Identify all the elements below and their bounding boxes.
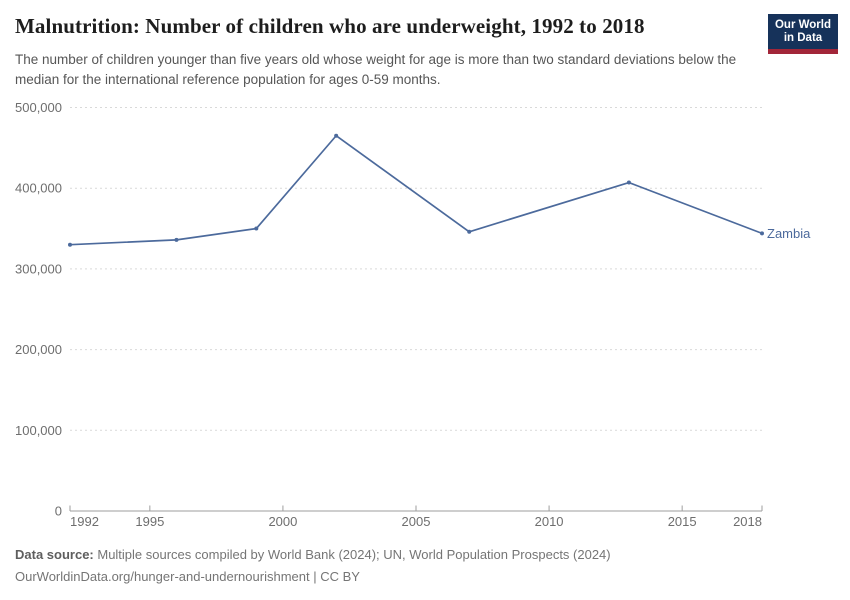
- chart-subtitle: The number of children younger than five…: [15, 52, 737, 87]
- data-source-label: Data source:: [15, 547, 94, 562]
- x-tick-label: 2000: [268, 514, 297, 529]
- data-source-text: Multiple sources compiled by World Bank …: [93, 547, 611, 562]
- data-point: [68, 242, 72, 247]
- x-tick-label: 2005: [402, 514, 431, 529]
- y-tick-label: 0: [55, 504, 62, 519]
- data-point: [254, 226, 259, 231]
- owid-logo-line1: Our World: [774, 19, 831, 31]
- data-point: [760, 231, 764, 236]
- y-tick-label: 400,000: [15, 181, 62, 196]
- license-line: OurWorldinData.org/hunger-and-undernouri…: [15, 569, 360, 584]
- y-tick-label: 500,000: [15, 100, 62, 115]
- data-point: [467, 229, 472, 234]
- x-tick-label: 2015: [668, 514, 697, 529]
- owid-logo: Our World in Data: [768, 14, 838, 54]
- owid-logo-line2: in Data: [783, 32, 823, 44]
- data-line: [69, 134, 763, 246]
- series-label: Zambia: [767, 226, 811, 241]
- data-source-line: Data source: Multiple sources compiled b…: [15, 544, 835, 566]
- x-tick-label: 2018: [733, 514, 762, 529]
- x-tick-label: 1995: [135, 514, 164, 529]
- y-tick-label: 300,000: [15, 261, 62, 276]
- chart-title: Malnutrition: Number of children who are…: [15, 14, 645, 38]
- data-point: [174, 237, 179, 242]
- x-tick-label: 1992: [70, 514, 99, 529]
- data-point: [334, 133, 339, 138]
- line-chart: 0 100,000 200,000 300,000 400,000 500,000 1992…: [15, 100, 811, 529]
- data-point: [626, 180, 631, 185]
- x-tick-label: 2010: [535, 514, 564, 529]
- y-tick-label: 100,000: [15, 423, 62, 438]
- y-tick-label: 200,000: [15, 342, 62, 357]
- chart-footer: Data source: Multiple sources compiled b…: [15, 544, 835, 588]
